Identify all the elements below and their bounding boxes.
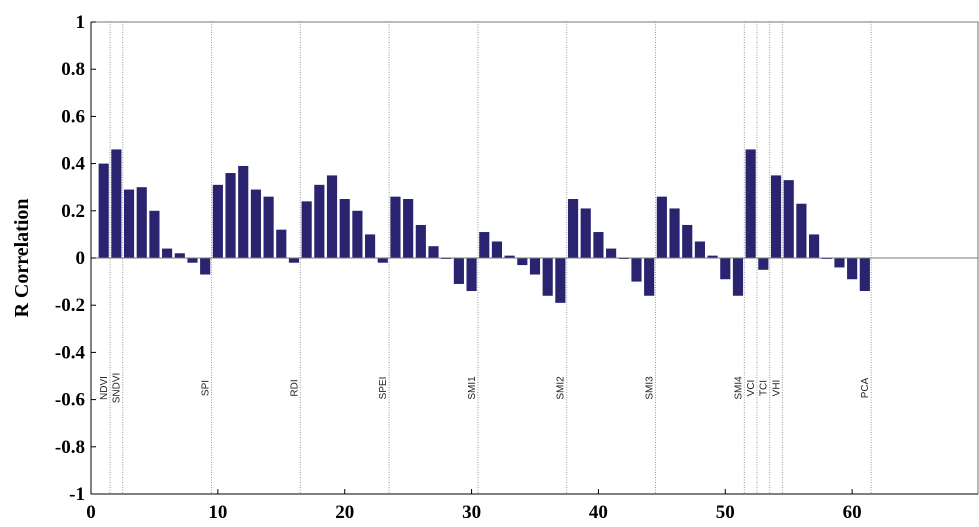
bar xyxy=(403,199,414,258)
bar xyxy=(415,224,426,258)
group-label: PCA xyxy=(860,377,871,398)
bar xyxy=(276,229,287,258)
y-tick-label: 0 xyxy=(76,248,86,269)
group-label: SMI3 xyxy=(645,376,656,400)
x-tick-label: 40 xyxy=(589,502,608,523)
bar xyxy=(225,173,236,258)
y-tick-label: -1 xyxy=(69,484,85,505)
bar xyxy=(783,180,794,258)
bar xyxy=(491,241,503,258)
bar xyxy=(377,258,388,263)
group-label: TCI xyxy=(759,380,770,396)
bar xyxy=(720,258,731,280)
bar xyxy=(593,232,604,258)
bar xyxy=(98,163,109,258)
bar xyxy=(479,232,490,258)
x-tick-label: 10 xyxy=(208,502,227,523)
bar xyxy=(631,258,642,282)
bar xyxy=(732,258,744,296)
bar xyxy=(288,258,300,263)
group-label: VHI xyxy=(771,380,782,397)
bar xyxy=(644,258,655,296)
bar xyxy=(212,184,223,258)
y-tick-label: -0.6 xyxy=(55,390,85,411)
x-tick-label: 20 xyxy=(335,502,354,523)
y-tick-label: 1 xyxy=(76,12,86,33)
group-label: SMI2 xyxy=(556,376,567,400)
bar xyxy=(555,258,566,303)
bar xyxy=(250,189,261,258)
bar xyxy=(669,208,680,258)
bar xyxy=(567,199,579,258)
bar xyxy=(745,149,756,258)
bar xyxy=(809,234,820,258)
bar xyxy=(504,255,515,258)
group-label: VCI xyxy=(746,380,757,397)
bar xyxy=(796,203,807,258)
bar xyxy=(682,224,693,258)
bar xyxy=(314,184,325,258)
bar xyxy=(149,210,160,258)
bar xyxy=(758,258,769,270)
bar xyxy=(136,187,147,258)
bar xyxy=(580,208,591,258)
bar xyxy=(847,258,858,280)
bar xyxy=(263,196,274,258)
x-tick-label: 60 xyxy=(843,502,862,523)
bar xyxy=(365,234,376,258)
x-tick-label: 0 xyxy=(86,502,96,523)
bar xyxy=(517,258,528,266)
bar xyxy=(123,189,135,258)
bar xyxy=(390,196,401,258)
bar xyxy=(339,199,350,258)
bar xyxy=(859,258,870,292)
group-label: SMI4 xyxy=(733,376,744,400)
x-tick-label: 50 xyxy=(716,502,735,523)
group-label: NDVI xyxy=(99,376,110,400)
group-label: SPI xyxy=(201,380,212,396)
bar xyxy=(466,258,477,292)
bar xyxy=(187,258,198,263)
bar xyxy=(326,175,338,258)
group-label: SMI1 xyxy=(467,376,478,400)
bar xyxy=(707,255,718,258)
y-tick-label: 0.8 xyxy=(61,59,85,80)
bar xyxy=(111,149,122,258)
y-tick-label: -0.2 xyxy=(55,295,85,316)
bar xyxy=(352,210,363,258)
bar xyxy=(834,258,845,268)
group-label: SNDVI xyxy=(112,373,123,404)
y-tick-label: 0.6 xyxy=(61,106,85,127)
x-tick-label: 30 xyxy=(462,502,481,523)
y-tick-label: 0.2 xyxy=(61,201,85,222)
y-tick-label: 0.4 xyxy=(61,154,85,175)
bar xyxy=(529,258,541,275)
bar xyxy=(656,196,667,258)
bar xyxy=(301,201,312,258)
y-tick-label: -0.4 xyxy=(55,342,86,363)
bar xyxy=(428,246,439,258)
group-label: RDI xyxy=(289,379,300,396)
y-tick-label: -0.8 xyxy=(55,437,85,458)
bar xyxy=(606,248,617,258)
bar xyxy=(770,175,782,258)
group-label: SPEI xyxy=(378,377,389,400)
bar xyxy=(542,258,553,296)
bar xyxy=(694,241,705,258)
y-axis-label: R Correlation xyxy=(11,198,33,317)
bar xyxy=(453,258,464,284)
bar xyxy=(200,258,211,275)
bar xyxy=(238,165,249,258)
bar xyxy=(174,253,185,258)
bar xyxy=(162,248,173,258)
